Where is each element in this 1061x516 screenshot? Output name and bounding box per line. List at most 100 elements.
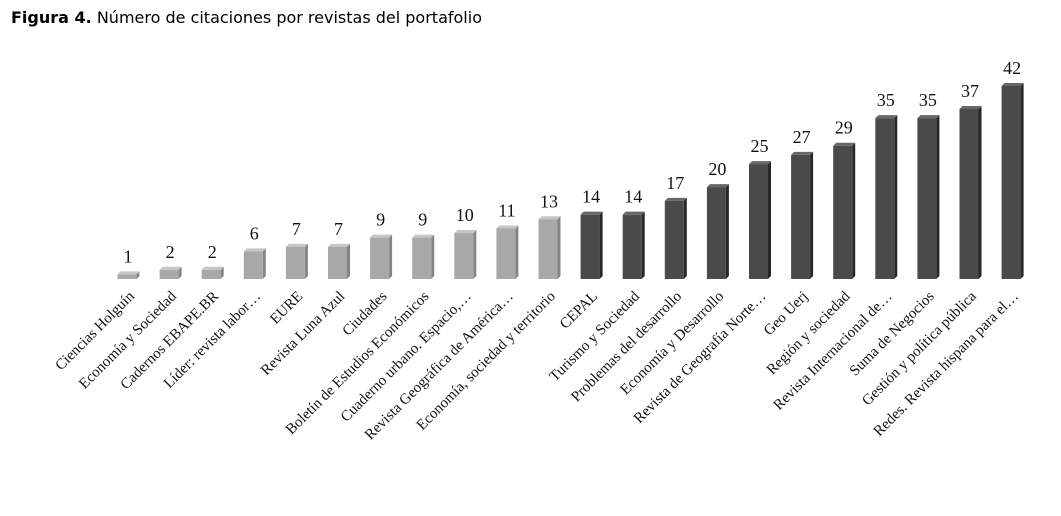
bar-side <box>894 115 898 280</box>
bar-top <box>580 211 603 215</box>
bar-top <box>664 197 687 201</box>
bar-top <box>622 211 645 215</box>
bar <box>538 216 561 279</box>
bar-top <box>370 234 393 238</box>
data-label: 9 <box>418 210 427 230</box>
bar-front <box>1001 86 1021 279</box>
data-label: 7 <box>334 219 343 239</box>
bar-front <box>791 154 811 279</box>
bar-front <box>959 108 979 279</box>
data-label: 2 <box>208 242 217 262</box>
bar <box>454 230 477 279</box>
bar-top <box>117 271 140 275</box>
bar <box>664 197 687 279</box>
figure-number: Figura 4. <box>11 8 92 27</box>
bar <box>749 161 771 279</box>
bar-front <box>749 164 768 279</box>
bar-top <box>496 225 519 229</box>
figure-caption: Figura 4. Número de citaciones por revis… <box>11 8 482 27</box>
data-label: 20 <box>708 159 726 179</box>
bar-front <box>285 246 305 279</box>
bar-side <box>978 105 982 279</box>
data-label: 6 <box>250 223 259 243</box>
bar-side <box>262 248 266 279</box>
data-label: 35 <box>877 90 895 110</box>
data-label: 14 <box>624 187 642 207</box>
bar-side <box>641 211 645 279</box>
bar-front <box>538 219 558 279</box>
bar-top <box>959 105 982 109</box>
category-label: EURE <box>267 289 306 328</box>
bar-front <box>580 214 600 279</box>
bar <box>875 115 898 280</box>
bar-top <box>875 115 898 119</box>
bar-top <box>833 142 856 146</box>
bar-front <box>706 187 726 279</box>
bar <box>1001 83 1024 279</box>
bar-top <box>243 248 266 252</box>
bar-front <box>201 269 221 279</box>
figure-title: Número de citaciones por revistas del po… <box>96 8 482 27</box>
bar-front <box>159 269 179 279</box>
bar-top <box>917 115 940 119</box>
bar-side <box>936 115 940 280</box>
bar <box>159 266 182 279</box>
bar-side <box>473 230 477 279</box>
bar-side <box>810 151 814 279</box>
bar-side <box>683 197 687 279</box>
data-label: 9 <box>376 210 385 230</box>
bar-front <box>117 274 137 279</box>
bar-side <box>557 216 561 279</box>
bar <box>117 271 140 279</box>
bar <box>370 234 393 279</box>
bar <box>917 115 940 280</box>
bar-top <box>538 216 561 220</box>
bar-side <box>136 271 140 279</box>
data-label: 25 <box>751 136 769 156</box>
bar-side <box>389 234 393 279</box>
data-label: 35 <box>919 90 937 110</box>
bar-front <box>496 228 516 279</box>
bar-top <box>791 151 814 155</box>
data-label: 2 <box>166 242 175 262</box>
bar-front <box>412 237 432 279</box>
bar <box>580 211 603 279</box>
bar-top <box>749 161 771 165</box>
bar-top <box>328 243 350 247</box>
data-label: 17 <box>666 173 684 193</box>
bar-front <box>243 251 263 279</box>
bar-side <box>347 243 350 279</box>
bar <box>285 243 308 279</box>
bar <box>833 142 856 279</box>
bar-top <box>159 266 182 270</box>
bar-side <box>304 243 308 279</box>
bar-front <box>370 237 390 279</box>
bar-side <box>768 161 771 279</box>
bar <box>496 225 519 279</box>
bar <box>412 234 435 279</box>
data-label: 37 <box>961 81 979 101</box>
bar-front <box>622 214 642 279</box>
bar-front <box>833 145 853 279</box>
bar-side <box>725 184 729 279</box>
bar-side <box>852 142 856 279</box>
data-label: 11 <box>498 200 515 220</box>
bar <box>706 184 729 279</box>
bar-side <box>178 266 182 279</box>
data-label: 1 <box>124 246 133 266</box>
bar-top <box>285 243 308 247</box>
bar-front <box>917 118 937 280</box>
data-label: 27 <box>793 127 811 147</box>
bar <box>791 151 814 279</box>
data-label: 13 <box>540 191 558 211</box>
bar-top <box>454 230 477 234</box>
bar-top <box>1001 83 1024 86</box>
bar-top <box>412 234 435 238</box>
bar-front <box>664 200 684 279</box>
bar <box>201 266 224 279</box>
bar-front <box>875 118 895 280</box>
bar-front <box>454 233 474 279</box>
bar-side <box>515 225 519 279</box>
data-label: 42 <box>1003 58 1021 78</box>
